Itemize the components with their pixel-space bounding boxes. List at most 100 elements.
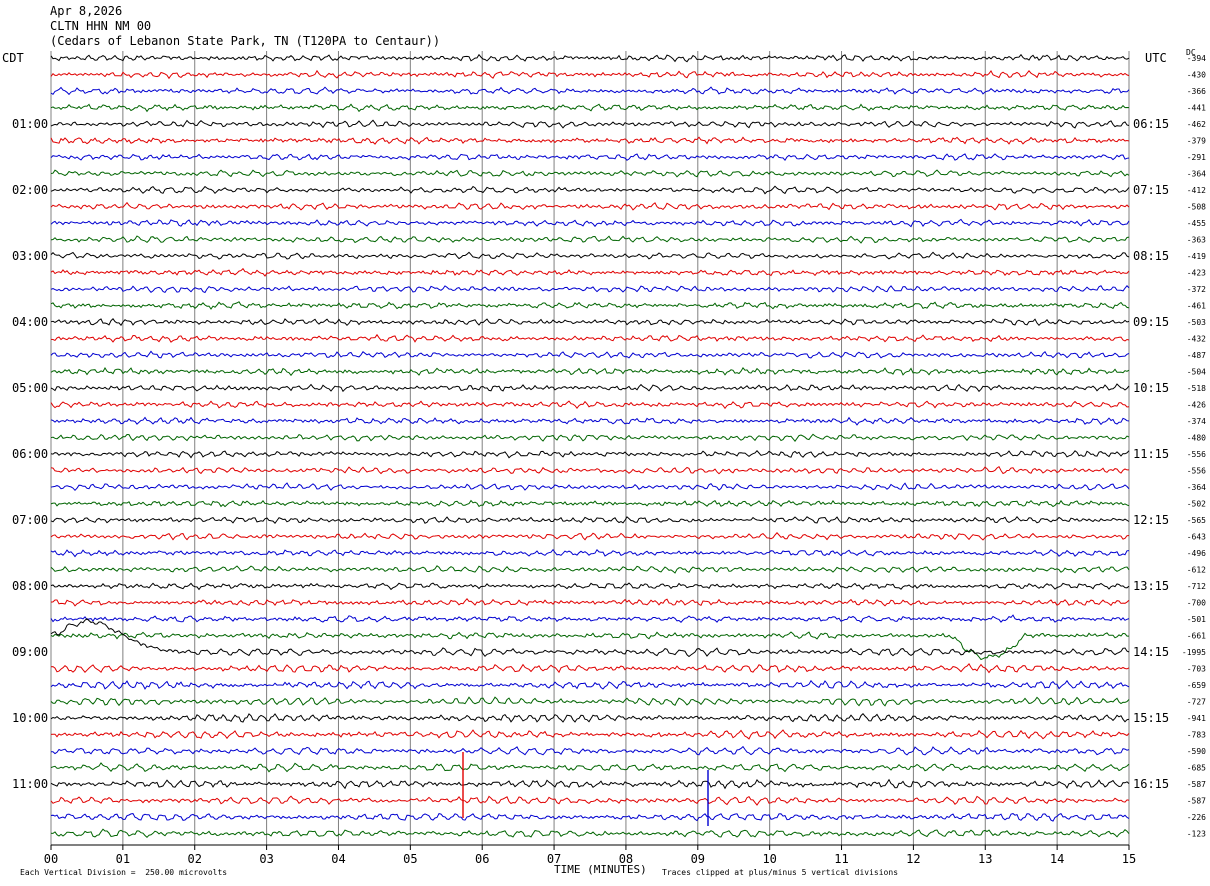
dc-offset-label: -462: [1187, 120, 1206, 129]
dc-offset-label: -587: [1187, 780, 1206, 789]
header-location: (Cedars of Lebanon State Park, TN (T120P…: [50, 34, 441, 48]
header-station: CLTN HHN NM 00: [50, 19, 152, 33]
x-tick-label: 02: [188, 852, 202, 866]
header-date: Apr 8,2026: [50, 4, 123, 18]
dc-offset-label: -700: [1187, 599, 1206, 608]
time-gridlines: [50, 51, 1130, 850]
dc-offset-label: -480: [1187, 434, 1206, 443]
left-hour-label: 02:00: [12, 183, 48, 197]
trace-row-9: [50, 201, 1130, 211]
dc-offset-label: -363: [1187, 236, 1206, 245]
right-hour-label: 07:15: [1133, 183, 1169, 197]
left-hour-label: 07:00: [12, 513, 48, 527]
right-hour-label: 14:15: [1133, 645, 1169, 659]
dc-offset-label: -661: [1187, 632, 1206, 641]
scale-note: Each Vertical Division = 250.00 microvol…: [20, 868, 228, 877]
x-tick-label: 14: [1050, 852, 1064, 866]
right-hour-label: 13:15: [1133, 579, 1169, 593]
right-hour-label: 15:15: [1133, 711, 1169, 725]
x-tick-label: 08: [619, 852, 633, 866]
trace-row-26: [50, 482, 1130, 492]
trace-row-17: [50, 333, 1130, 343]
trace-row-6: [50, 153, 1130, 162]
dc-offset-label: -364: [1187, 170, 1206, 179]
x-tick-label: 10: [762, 852, 776, 866]
x-tick-label: 07: [547, 852, 561, 866]
trace-row-11: [50, 235, 1130, 244]
x-tick-label: 03: [259, 852, 273, 866]
dc-offset-label: -487: [1187, 351, 1206, 360]
dc-offset-label: -659: [1187, 681, 1206, 690]
trace-row-38: [50, 679, 1130, 690]
dc-offset-label: -587: [1187, 797, 1206, 806]
trace-row-16: [50, 318, 1130, 327]
dc-offset-label: -394: [1187, 54, 1206, 63]
dc-offset-label: -783: [1187, 731, 1206, 740]
x-tick-label: 01: [116, 852, 130, 866]
left-hour-label: 08:00: [12, 579, 48, 593]
trace-row-32: [50, 582, 1130, 591]
trace-row-34: [50, 614, 1130, 624]
right-hour-label: 10:15: [1133, 381, 1169, 395]
trace-row-45: [50, 795, 1130, 806]
dc-offset-label: -556: [1187, 467, 1206, 476]
trace-row-0: [50, 53, 1130, 63]
trace-row-21: [50, 400, 1130, 410]
dc-offset-label: -419: [1187, 252, 1206, 261]
right-timezone-label: UTC: [1145, 51, 1167, 65]
dc-offset-label: -685: [1187, 764, 1206, 773]
left-timezone-label: CDT: [2, 51, 24, 65]
dc-offset-label: -941: [1187, 714, 1206, 723]
dc-offset-label: -366: [1187, 87, 1206, 96]
dc-offset-label: -291: [1187, 153, 1206, 162]
left-hour-label: 10:00: [12, 711, 48, 725]
left-hour-label: 01:00: [12, 117, 48, 131]
clip-note: Traces clipped at plus/minus 5 vertical …: [662, 868, 899, 877]
trace-row-7: [50, 169, 1130, 178]
right-hour-label: 12:15: [1133, 513, 1169, 527]
left-hour-label: 03:00: [12, 249, 48, 263]
dc-offset-label: -496: [1187, 549, 1206, 558]
trace-row-23: [50, 433, 1130, 443]
trace-row-27: [50, 499, 1130, 508]
dc-offset-label: -412: [1187, 186, 1206, 195]
dc-offset-label: -712: [1187, 582, 1206, 591]
x-tick-label: 00: [44, 852, 58, 866]
trace-row-42: [50, 745, 1130, 756]
dc-offset-label: -503: [1187, 318, 1206, 327]
left-hour-label: 04:00: [12, 315, 48, 329]
seismic-traces: [50, 53, 1130, 838]
dc-label: DC: [1186, 48, 1196, 57]
trace-row-20: [50, 383, 1130, 393]
dc-offset-label: -374: [1187, 417, 1206, 426]
x-tick-label: 05: [403, 852, 417, 866]
dc-offset-label: -518: [1187, 384, 1206, 393]
dc-offset-label: -703: [1187, 665, 1206, 674]
trace-row-40: [50, 712, 1130, 723]
right-hour-label: 06:15: [1133, 117, 1169, 131]
dc-offset-label: -556: [1187, 450, 1206, 459]
right-hour-label: 11:15: [1133, 447, 1169, 461]
trace-row-36: [50, 618, 1130, 658]
dc-offset-label: -364: [1187, 483, 1206, 492]
dc-offset-label: -441: [1187, 104, 1206, 113]
trace-row-47: [50, 828, 1130, 838]
dc-offset-label: -372: [1187, 285, 1206, 294]
trace-row-35: [50, 631, 1129, 661]
left-hour-label: 09:00: [12, 645, 48, 659]
x-tick-label: 13: [978, 852, 992, 866]
dc-offset-labels: -394 -430 -366 -441 -462 -379 -291 -364 -412 -508…: [1182, 54, 1206, 839]
dc-offset-label: -379: [1187, 137, 1206, 146]
dc-offset-label: -455: [1187, 219, 1206, 228]
trace-row-44: [50, 778, 1130, 790]
trace-row-29: [50, 532, 1130, 541]
left-hour-label: 05:00: [12, 381, 48, 395]
dc-offset-label: -423: [1187, 269, 1206, 278]
trace-row-43: [50, 762, 1130, 773]
dc-offset-label: -461: [1187, 302, 1206, 311]
trace-row-24: [50, 450, 1130, 459]
dc-offset-label: -502: [1187, 500, 1206, 509]
dc-offset-label: -727: [1187, 698, 1206, 707]
trace-row-33: [50, 598, 1130, 607]
dc-offset-label: -426: [1187, 401, 1206, 410]
